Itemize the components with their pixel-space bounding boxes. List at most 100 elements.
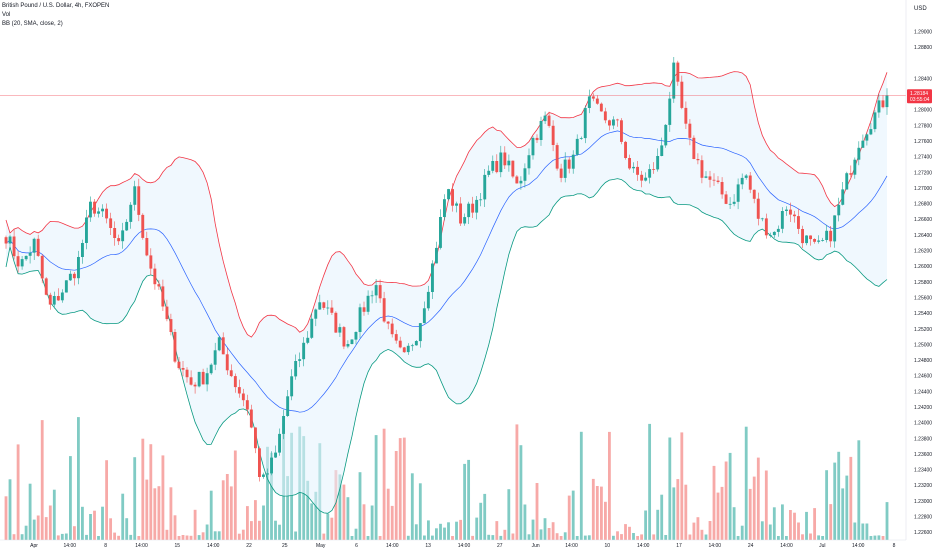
volume-bar <box>366 536 370 540</box>
candle-body <box>81 243 84 257</box>
candle-body <box>503 152 507 166</box>
candle-body <box>282 416 285 434</box>
volume-bar <box>829 504 833 540</box>
volume-bar <box>12 534 16 540</box>
volume-bar <box>410 473 414 540</box>
candle-body <box>885 95 889 108</box>
candle <box>229 364 233 378</box>
time-tick-label: 14:00 <box>458 543 471 549</box>
candle-body <box>660 145 664 156</box>
candle-body <box>390 323 394 335</box>
time-tick-label: 14:00 <box>135 543 148 549</box>
volume-bar <box>608 431 611 540</box>
price-tick-label: 1.22600 <box>914 530 932 536</box>
candle <box>503 146 507 169</box>
candle-body <box>603 111 607 121</box>
candle-body <box>410 345 414 347</box>
candle <box>575 134 579 156</box>
candle-body <box>809 235 812 240</box>
candle <box>583 105 587 144</box>
candle <box>306 331 310 345</box>
candle <box>418 323 422 348</box>
candle <box>471 196 475 218</box>
time-tick-label: 6 <box>355 543 358 549</box>
candle <box>330 300 334 315</box>
price-tick-label: 1.27000 <box>914 186 932 192</box>
candle-body <box>346 344 350 347</box>
candle-body <box>262 474 265 477</box>
candle-body <box>334 312 338 333</box>
candle-body <box>652 169 656 170</box>
candle <box>668 91 672 132</box>
candle-body <box>732 201 736 204</box>
candle-body <box>817 240 821 242</box>
volume-bar <box>28 483 32 540</box>
candle <box>161 279 165 311</box>
candle-body <box>258 448 261 477</box>
candle-body <box>306 337 310 343</box>
candle <box>386 321 390 330</box>
candle <box>101 204 104 217</box>
volume-bar <box>511 533 515 540</box>
candle <box>52 291 56 309</box>
time-axis[interactable]: Apr 14:00 8 14:00 15 14:00 22 25 May 6 14:00 13 14:0… <box>30 543 896 549</box>
volume-bar <box>4 496 8 540</box>
candle <box>28 246 32 264</box>
candle <box>81 239 84 264</box>
time-tick-label: 27 <box>497 543 503 549</box>
candle <box>857 141 861 166</box>
candle <box>789 202 792 222</box>
candle <box>849 165 853 179</box>
volume-indicator-label[interactable]: Vol <box>2 12 11 18</box>
candle <box>72 272 76 286</box>
symbol-title[interactable]: British Pound / U.S. Dollar, 4h, FXOPEN <box>2 3 110 9</box>
candle <box>213 342 217 371</box>
candle <box>539 116 543 146</box>
volume-bar <box>56 535 60 540</box>
candle <box>595 95 599 105</box>
volume-bar <box>370 505 374 540</box>
candle-body <box>744 175 748 178</box>
candle <box>165 299 169 322</box>
volume-bar <box>825 470 829 540</box>
candle <box>334 311 338 333</box>
volume-bar <box>177 536 181 540</box>
candle-body <box>620 120 623 142</box>
candle <box>245 394 249 416</box>
volume-bar <box>712 465 716 540</box>
volume-bar <box>865 523 869 540</box>
price-tick-label: 1.24600 <box>914 374 932 380</box>
candle <box>48 292 52 310</box>
candle-body <box>370 295 374 297</box>
price-axis[interactable]: 1.29000 1.28800 1.28400 1.28000 1.27800 1.276… <box>914 30 932 537</box>
candle-body <box>716 180 720 182</box>
time-tick-label: 13 <box>425 543 431 549</box>
candle-body <box>624 141 627 158</box>
candle-body <box>274 452 277 458</box>
bollinger-indicator-label[interactable]: BB (20, SMA, close, 2) <box>2 21 63 27</box>
volume-bar <box>539 529 543 540</box>
candle-body <box>101 208 104 212</box>
candle <box>756 192 760 226</box>
time-tick-label: 15 <box>175 543 181 549</box>
volume-bar <box>153 488 157 540</box>
candle <box>40 254 44 284</box>
volume-bar <box>696 517 700 540</box>
candle <box>700 155 704 184</box>
candle <box>825 224 829 243</box>
candle-body <box>451 189 454 206</box>
candle-body <box>165 306 169 320</box>
candle <box>282 409 285 440</box>
current-price-countdown: 03:55:04 <box>910 97 930 103</box>
volume-bar <box>451 536 454 540</box>
candle-body <box>523 168 527 181</box>
candle-body <box>77 257 80 279</box>
candle <box>338 323 342 337</box>
candle-body <box>628 158 631 169</box>
candle-body <box>177 361 181 369</box>
candle <box>414 340 418 346</box>
volume-bar <box>523 504 527 540</box>
candle <box>125 219 129 231</box>
candle-body <box>354 332 358 340</box>
